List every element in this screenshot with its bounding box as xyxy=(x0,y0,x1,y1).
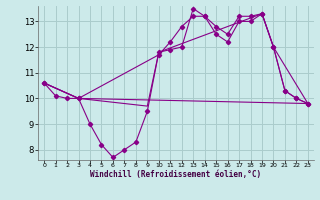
X-axis label: Windchill (Refroidissement éolien,°C): Windchill (Refroidissement éolien,°C) xyxy=(91,170,261,179)
